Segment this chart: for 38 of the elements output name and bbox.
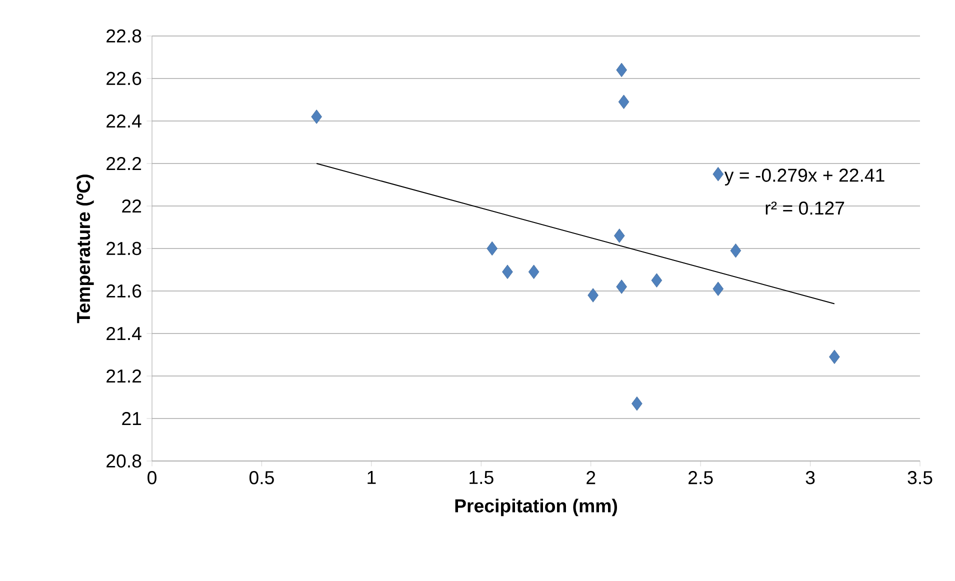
x-tick-label: 1 — [368, 471, 376, 484]
point — [486, 241, 498, 256]
point — [829, 350, 840, 364]
y-tick-label: 22.2 — [106, 156, 142, 170]
y-tick-label: 20.8 — [106, 454, 142, 468]
x-tick-label: 2 — [586, 471, 596, 484]
x-axis-title: Precipitation (mm) — [455, 498, 617, 516]
point — [588, 288, 598, 302]
x-tick-label: 3 — [806, 471, 815, 484]
y-axis-title: Temperature (ºC) — [76, 174, 94, 324]
y-tick-label: 22 — [122, 199, 142, 213]
point — [712, 166, 724, 182]
y-tick-label: 21.4 — [106, 326, 142, 340]
annotation: r² = 0.127 — [766, 201, 844, 215]
point — [632, 396, 642, 411]
point — [614, 228, 625, 243]
y-tick-label: 22.4 — [106, 114, 142, 128]
point — [528, 264, 540, 280]
point — [651, 273, 662, 288]
point — [616, 280, 627, 294]
x-tick-label: 3.5 — [908, 471, 932, 484]
x-tick-label: 0 — [148, 471, 156, 484]
point — [502, 264, 513, 280]
y-tick-label: 21.8 — [106, 242, 142, 256]
y-tick-label: 21.2 — [106, 369, 142, 383]
x-tick-label: 0.5 — [249, 471, 274, 484]
point — [730, 243, 742, 258]
annotation: y = -0.279x + 22.41 — [724, 168, 884, 186]
y-tick-label: 22.8 — [106, 29, 142, 43]
point — [618, 94, 630, 109]
point — [616, 62, 627, 78]
point — [311, 110, 322, 124]
point — [712, 282, 724, 296]
y-tick-label: 21 — [122, 412, 142, 426]
y-tick-label: 22.6 — [106, 72, 142, 86]
y-tick-label: 21.6 — [106, 284, 142, 298]
x-tick-label: 1.5 — [470, 471, 494, 484]
x-tick-label: 2.5 — [688, 471, 713, 484]
